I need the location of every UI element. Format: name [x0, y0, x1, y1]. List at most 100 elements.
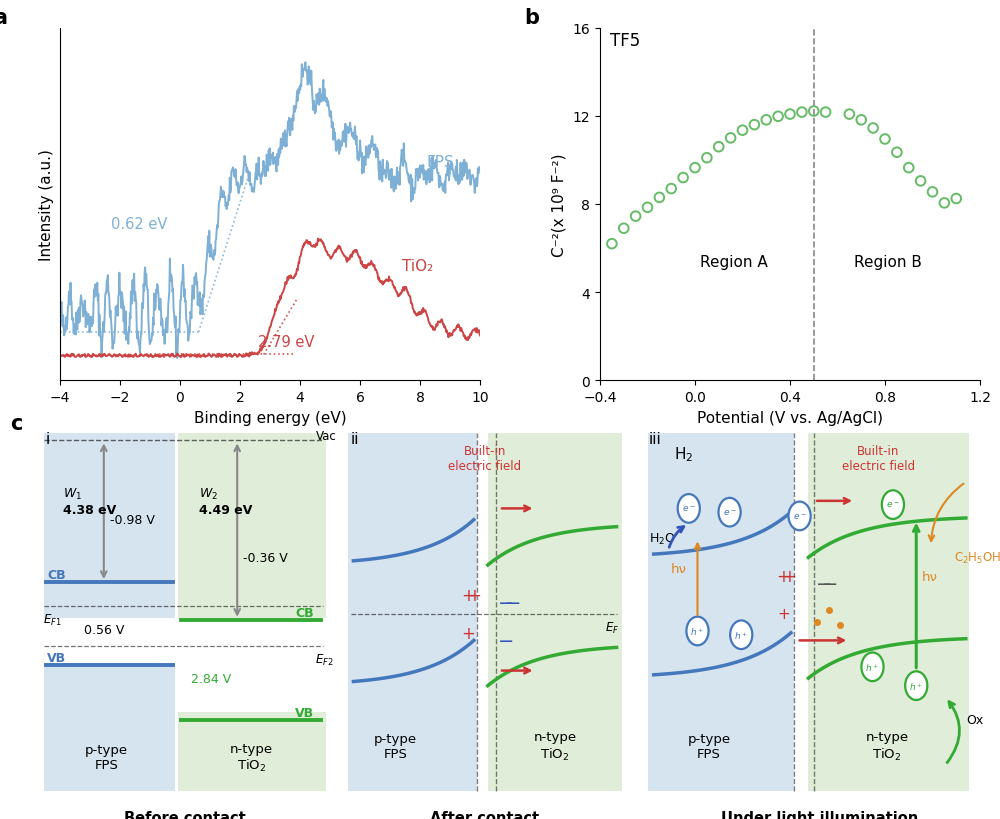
Text: +: + [776, 568, 790, 586]
Text: Ox: Ox [966, 713, 983, 726]
Point [604, 238, 620, 251]
Point [782, 108, 798, 121]
Text: n-type
TiO$_2$: n-type TiO$_2$ [866, 731, 909, 762]
Text: $E_{F1}$: $E_{F1}$ [43, 613, 62, 627]
Text: −: − [816, 575, 832, 594]
Text: p-type
FPS: p-type FPS [688, 732, 731, 760]
X-axis label: Binding energy (eV): Binding energy (eV) [194, 410, 346, 425]
FancyBboxPatch shape [488, 433, 622, 791]
Point [865, 122, 881, 135]
Point [675, 172, 691, 185]
Text: +: + [461, 624, 475, 642]
FancyBboxPatch shape [44, 433, 175, 618]
Point [640, 201, 656, 215]
Text: TF5: TF5 [610, 32, 640, 50]
Text: −: − [498, 594, 514, 613]
Text: 0.62 eV: 0.62 eV [111, 217, 167, 232]
Text: VB: VB [295, 706, 314, 719]
Text: Built-in
electric field: Built-in electric field [448, 445, 522, 473]
Point [853, 114, 869, 127]
Text: $h^+$: $h^+$ [690, 626, 705, 637]
Point [924, 186, 940, 199]
FancyBboxPatch shape [178, 713, 326, 791]
Point [758, 114, 774, 127]
Text: CB: CB [47, 568, 66, 581]
Text: iii: iii [648, 432, 661, 446]
FancyBboxPatch shape [44, 663, 175, 791]
Text: H$_2$O: H$_2$O [649, 532, 676, 546]
Point [699, 152, 715, 165]
Text: -0.36 V: -0.36 V [243, 551, 288, 564]
FancyBboxPatch shape [648, 433, 794, 791]
Text: $e^-$: $e^-$ [682, 504, 696, 514]
Text: Under light illumination: Under light illumination [721, 810, 919, 819]
Point [711, 141, 727, 154]
Text: 2.79 eV: 2.79 eV [258, 334, 314, 350]
Y-axis label: Intensity (a.u.): Intensity (a.u.) [39, 149, 54, 260]
Point [734, 124, 750, 138]
Point [794, 106, 810, 120]
Circle shape [905, 672, 927, 700]
Text: +: + [467, 586, 481, 604]
Circle shape [882, 491, 904, 519]
Circle shape [861, 653, 884, 681]
Point [723, 132, 739, 145]
Point [901, 162, 917, 175]
Text: Vac: Vac [315, 430, 336, 443]
Text: a: a [0, 7, 7, 28]
Text: hν: hν [922, 570, 938, 583]
Point [806, 106, 822, 119]
Point [913, 175, 929, 188]
Text: ii: ii [351, 432, 359, 446]
Point [628, 210, 644, 224]
Text: $E_{F2}$: $E_{F2}$ [315, 652, 334, 667]
Text: −: − [498, 631, 514, 650]
Text: −: − [505, 594, 521, 613]
Text: $e^-$: $e^-$ [723, 508, 736, 518]
Text: 0.56 V: 0.56 V [84, 622, 124, 636]
Text: Before contact: Before contact [124, 810, 246, 819]
Text: b: b [524, 7, 539, 28]
Text: −: − [821, 575, 838, 594]
Point [616, 223, 632, 236]
Text: After contact: After contact [430, 810, 540, 819]
FancyBboxPatch shape [808, 433, 969, 791]
Text: $h^+$: $h^+$ [909, 680, 923, 692]
Text: +: + [782, 568, 796, 586]
Text: Region A: Region A [700, 255, 768, 269]
Text: c: c [10, 414, 22, 433]
Circle shape [718, 498, 741, 527]
Text: +: + [461, 586, 475, 604]
Text: $e^-$: $e^-$ [886, 500, 900, 509]
Point [877, 133, 893, 147]
Text: $W_2$
4.49 eV: $W_2$ 4.49 eV [199, 486, 253, 516]
Y-axis label: C⁻²(x 10⁹ F⁻²): C⁻²(x 10⁹ F⁻²) [552, 153, 567, 256]
Text: CB: CB [295, 606, 314, 619]
Text: VB: VB [47, 651, 66, 664]
Point [818, 106, 834, 120]
Point [663, 183, 679, 196]
Point [651, 192, 667, 205]
Text: H$_2$: H$_2$ [674, 445, 693, 464]
Text: p-type
FPS: p-type FPS [85, 744, 128, 771]
Text: Region B: Region B [854, 255, 922, 269]
Point [948, 192, 964, 206]
X-axis label: Potential (V vs. Ag/AgCl): Potential (V vs. Ag/AgCl) [697, 410, 883, 425]
Point [770, 111, 786, 124]
Text: $e^-$: $e^-$ [793, 512, 806, 521]
Point [889, 147, 905, 160]
Text: Built-in
electric field: Built-in electric field [842, 445, 915, 473]
Circle shape [788, 502, 811, 531]
Point [841, 108, 857, 121]
Text: $E_F$: $E_F$ [605, 620, 620, 635]
Text: -0.98 V: -0.98 V [110, 514, 154, 527]
Point [746, 119, 762, 132]
FancyBboxPatch shape [178, 433, 326, 618]
Text: $W_1$
4.38 eV: $W_1$ 4.38 eV [63, 486, 116, 516]
Text: TiO₂: TiO₂ [402, 258, 433, 274]
Text: 2.84 V: 2.84 V [191, 672, 231, 685]
Text: C$_2$H$_5$OH: C$_2$H$_5$OH [954, 550, 1000, 565]
Text: $h^+$: $h^+$ [734, 629, 748, 640]
Circle shape [686, 617, 709, 645]
Text: n-type
TiO$_2$: n-type TiO$_2$ [230, 742, 273, 773]
